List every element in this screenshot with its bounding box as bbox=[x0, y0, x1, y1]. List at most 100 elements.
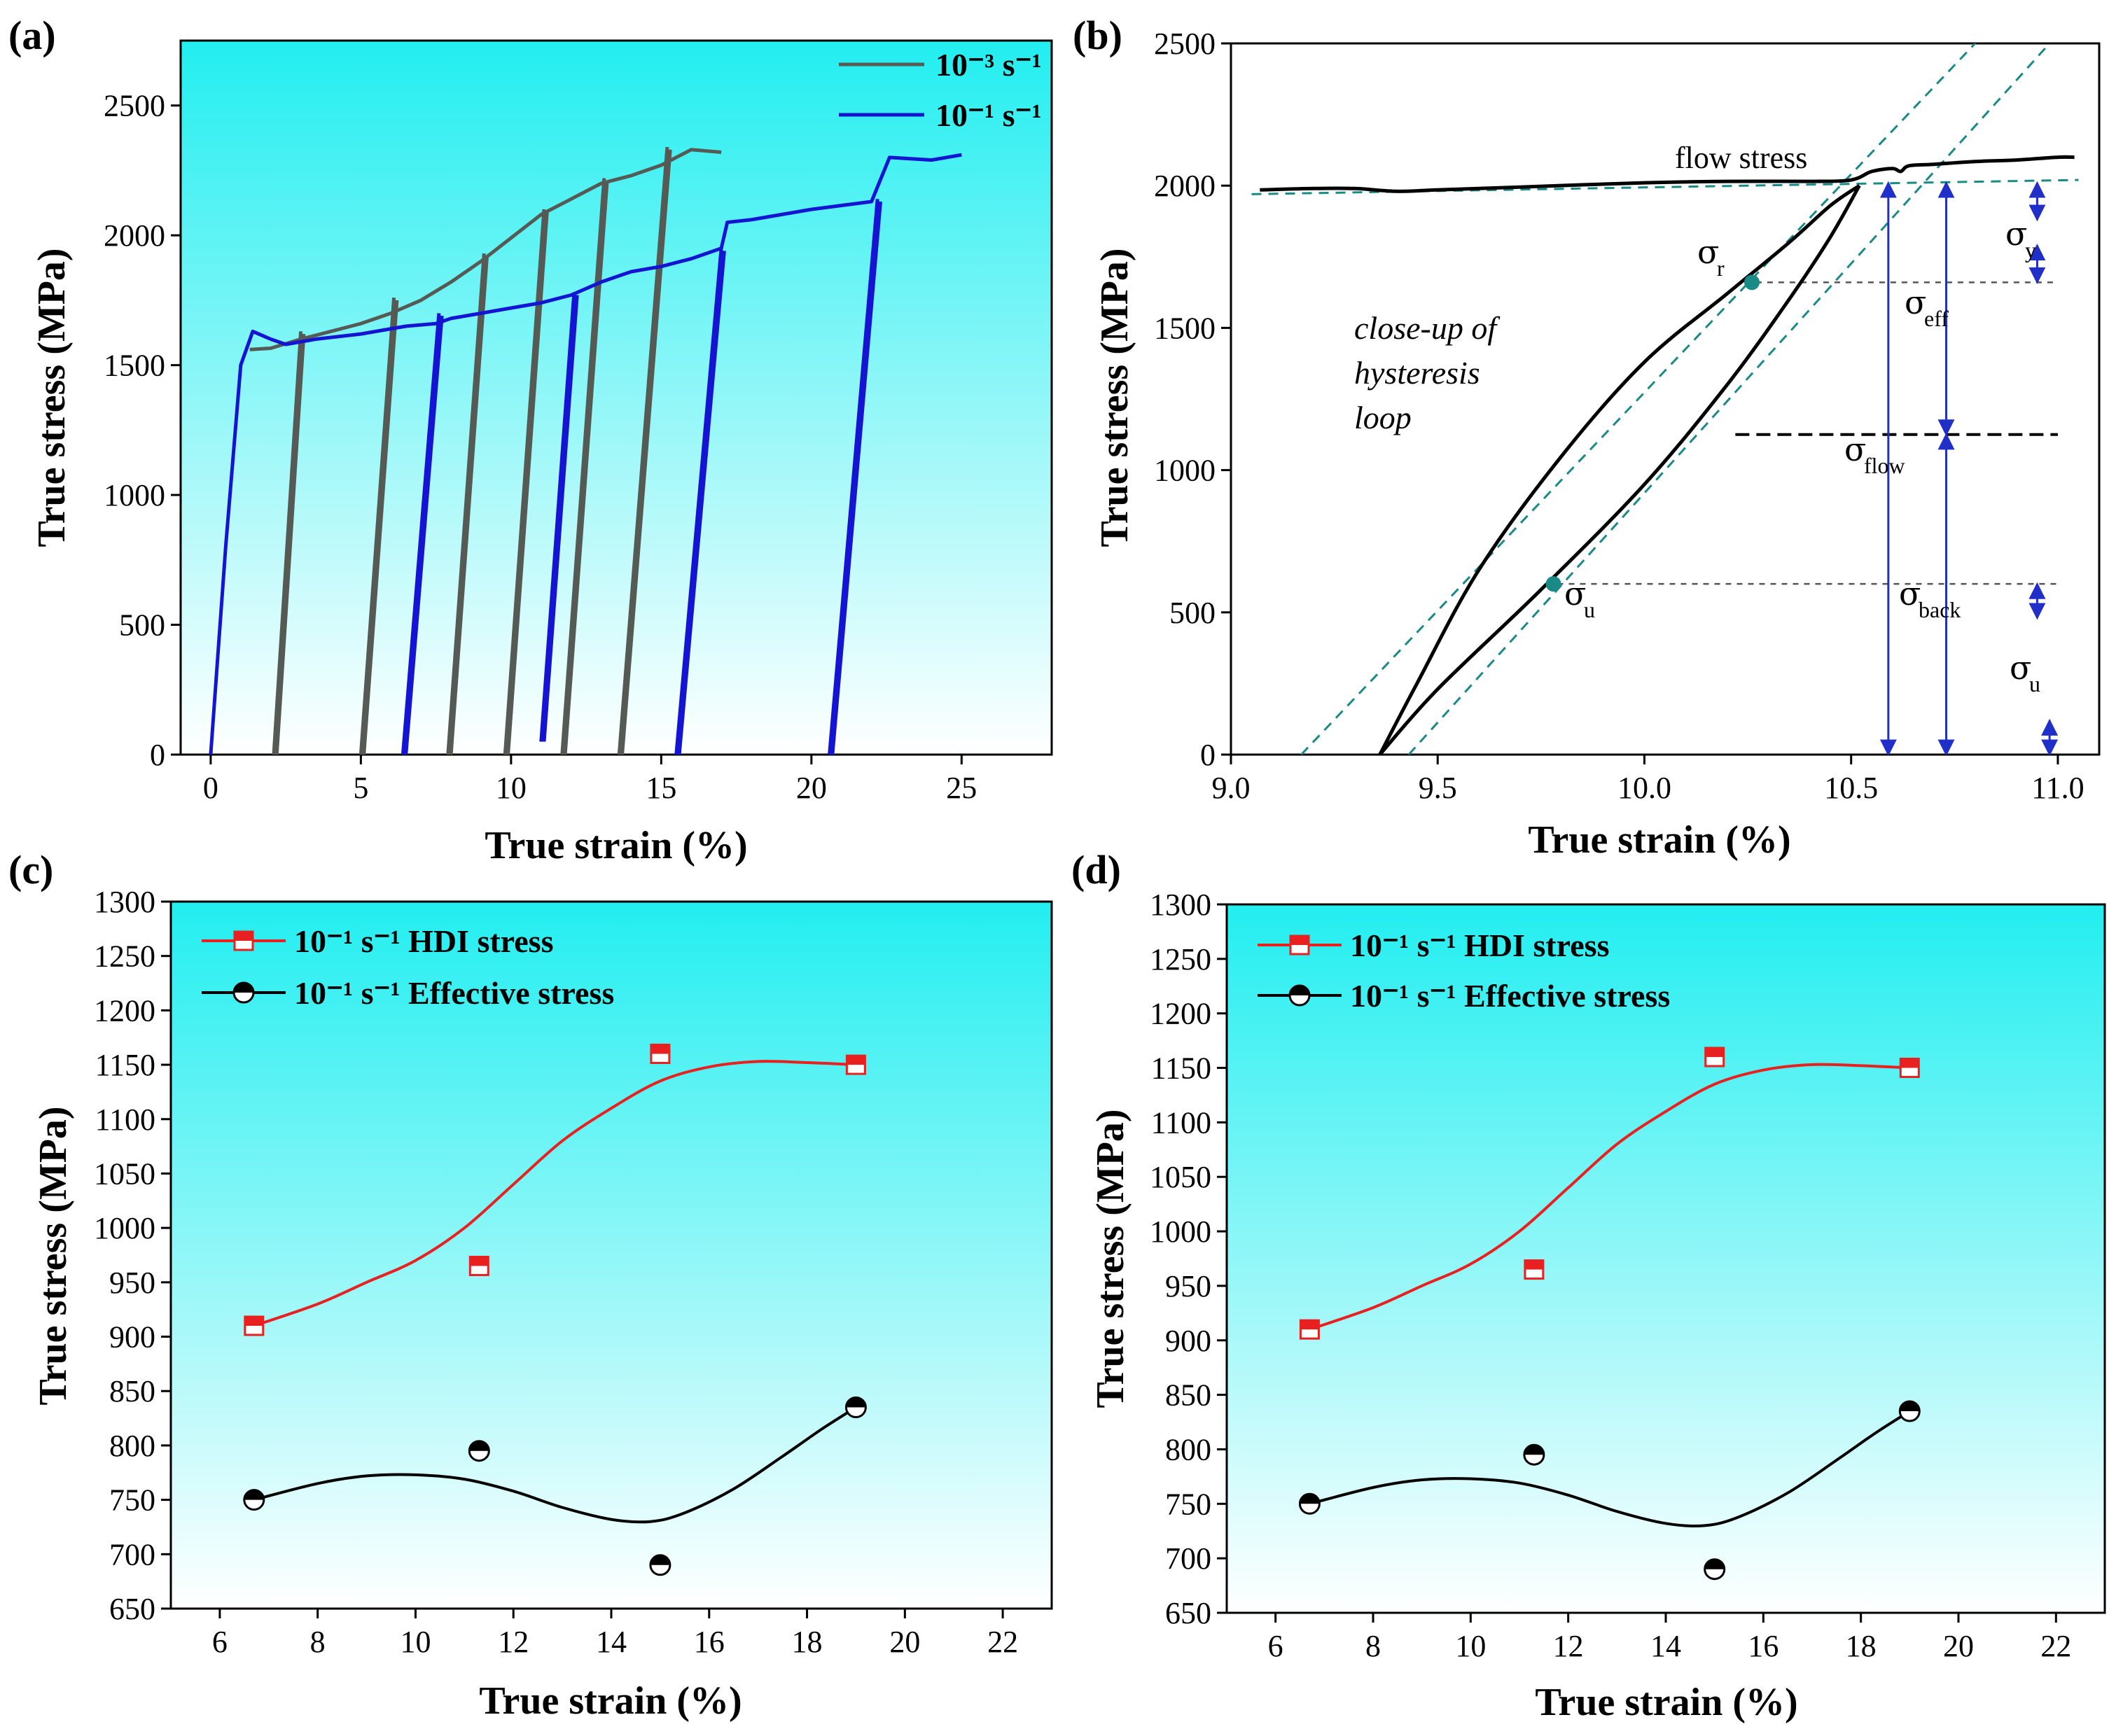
series-line-gray bbox=[362, 300, 399, 755]
series-line-blue bbox=[542, 295, 579, 742]
x-tick-label: 10.0 bbox=[1617, 771, 1671, 805]
y-tick-label: 2000 bbox=[1154, 169, 1216, 203]
svg-text:σ: σ bbox=[1899, 575, 1921, 612]
series-line-blue bbox=[677, 251, 726, 755]
y-tick-label: 1300 bbox=[94, 885, 155, 919]
svg-text:σ: σ bbox=[1905, 284, 1926, 321]
svg-text:σ: σ bbox=[1844, 430, 1866, 468]
x-tick-label: 11.0 bbox=[2031, 771, 2084, 805]
svg-text:back: back bbox=[1919, 597, 1961, 622]
sigma-u-label: σ u bbox=[1564, 575, 1595, 622]
y-axis-label-a: True stress (MPa) bbox=[30, 248, 74, 547]
series-line-blue bbox=[209, 153, 962, 755]
panel-label-a: (a) bbox=[8, 13, 56, 58]
y-tick-label: 1250 bbox=[1150, 942, 1211, 976]
fit-line-half-square bbox=[253, 1060, 856, 1327]
series-line-gray bbox=[272, 331, 303, 755]
y-tick-label: 1000 bbox=[104, 478, 165, 512]
sigma-u-point bbox=[1545, 576, 1561, 592]
sigma-r-point bbox=[1744, 274, 1760, 290]
x-tick-label: 14 bbox=[596, 1625, 627, 1659]
y-tick-label: 950 bbox=[1165, 1269, 1211, 1303]
y-tick-label: 1500 bbox=[1154, 311, 1216, 345]
series-d bbox=[1298, 1046, 1921, 1581]
y-axis-label-c: True stress (MPa) bbox=[32, 1106, 75, 1405]
legend-d: 10⁻¹ s⁻¹ HDI stress 10⁻¹ s⁻¹ Effective s… bbox=[1258, 927, 1670, 1014]
fit-line-half-circle bbox=[253, 1406, 857, 1524]
y-tick-label: 1300 bbox=[1150, 888, 1211, 922]
curve-flow-curve bbox=[1260, 155, 2075, 193]
sigma-back-label: σ back bbox=[1899, 575, 1961, 622]
fit-line-half-square bbox=[1309, 1063, 1910, 1331]
plot-area-b bbox=[1230, 42, 2101, 756]
legend-label-hdi-d: 10⁻¹ s⁻¹ HDI stress bbox=[1350, 927, 1609, 963]
fit-line-half-circle bbox=[1309, 1410, 1911, 1528]
series-line-blue bbox=[828, 199, 879, 755]
legend-label-hdi-c: 10⁻¹ s⁻¹ HDI stress bbox=[294, 923, 553, 959]
data-point-hdi bbox=[845, 1054, 866, 1075]
series-line-gray bbox=[359, 298, 396, 755]
series-line-gray bbox=[249, 148, 722, 351]
y-tick-label: 750 bbox=[109, 1483, 155, 1518]
x-tick-label: 0 bbox=[203, 771, 218, 805]
panel-a: (a) 0 5 10 15 20 25 0 500 1000 1500 2000 2500 True … bbox=[8, 13, 1053, 867]
x-tick-label: 20 bbox=[889, 1625, 920, 1659]
series-line-gray bbox=[560, 178, 606, 755]
y-tick-label: 900 bbox=[109, 1320, 155, 1354]
svg-text:u: u bbox=[2029, 671, 2040, 696]
legend-marker-hdi-c bbox=[233, 930, 254, 951]
y-tick-label: 1000 bbox=[94, 1211, 155, 1245]
sigma-eff-label: σ eff bbox=[1905, 284, 1949, 331]
sigma-flow-label: σ flow bbox=[1844, 430, 1905, 478]
y-tick-label: 0 bbox=[150, 738, 165, 772]
y-tick-label: 900 bbox=[1165, 1324, 1211, 1358]
sigma-r-label: σ r bbox=[1697, 233, 1725, 281]
axis-ticks-c: 6 8 10 12 14 16 18 20 22 650 700 750 800 850 900 950 100… bbox=[94, 885, 1018, 1659]
y-tick-label: 650 bbox=[1165, 1596, 1211, 1630]
svg-text:r: r bbox=[1717, 255, 1725, 281]
plot-area-c bbox=[169, 900, 1053, 1610]
y-tick-label: 1150 bbox=[95, 1048, 155, 1082]
panel-d: (d) 6 8 10 12 14 16 18 20 22 650 700 750 800 850 900 95… bbox=[1071, 847, 2106, 1724]
x-tick-label: 22 bbox=[987, 1625, 1018, 1659]
x-tick-label: 16 bbox=[1748, 1629, 1779, 1663]
x-axis-label-b: True strain (%) bbox=[1528, 818, 1790, 862]
y-tick-label: 1500 bbox=[104, 349, 165, 383]
svg-text:u: u bbox=[1584, 597, 1595, 622]
y-tick-label: 1100 bbox=[1151, 1105, 1211, 1140]
legend-label-blue: 10⁻¹ s⁻¹ bbox=[935, 97, 1042, 133]
data-point-hdi bbox=[1704, 1046, 1725, 1068]
data-point-effective bbox=[243, 1489, 265, 1511]
y-tick-label: 800 bbox=[109, 1429, 155, 1463]
data-point-hdi bbox=[244, 1315, 265, 1336]
series-b bbox=[1251, 43, 2079, 755]
series-c bbox=[243, 1044, 867, 1576]
data-point-effective bbox=[1704, 1558, 1726, 1581]
x-tick-label: 20 bbox=[1943, 1629, 1974, 1663]
x-tick-label: 12 bbox=[498, 1625, 529, 1659]
legend-marker-hdi-d bbox=[1289, 934, 1310, 955]
legend-marker-eff-c bbox=[232, 981, 255, 1004]
y-tick-label: 1250 bbox=[94, 939, 155, 974]
y-tick-label: 1050 bbox=[94, 1156, 155, 1191]
y-tick-label: 2500 bbox=[1154, 27, 1216, 61]
x-tick-label: 14 bbox=[1650, 1629, 1681, 1663]
axis-ticks-d: 6 8 10 12 14 16 18 20 22 650 700 750 800 850 900 950 100… bbox=[1150, 888, 2071, 1663]
svg-text:σ: σ bbox=[2010, 649, 2031, 687]
x-tick-label: 8 bbox=[310, 1625, 326, 1659]
data-point-effective bbox=[1298, 1492, 1321, 1515]
data-point-hdi bbox=[1299, 1319, 1320, 1340]
series-line-blue bbox=[539, 292, 576, 742]
svg-text:σ: σ bbox=[2005, 215, 2027, 253]
x-tick-label: 18 bbox=[792, 1625, 823, 1659]
y-tick-label: 650 bbox=[109, 1592, 155, 1626]
series-line-gray bbox=[620, 149, 672, 755]
data-point-effective bbox=[649, 1554, 671, 1576]
data-point-effective bbox=[1898, 1400, 1921, 1422]
x-tick-label: 10 bbox=[400, 1625, 431, 1659]
x-tick-label: 10 bbox=[1455, 1629, 1486, 1663]
y-tick-label: 750 bbox=[1165, 1487, 1211, 1521]
y-tick-label: 850 bbox=[109, 1374, 155, 1408]
sigma-u-right-label: σ u bbox=[2010, 649, 2040, 696]
